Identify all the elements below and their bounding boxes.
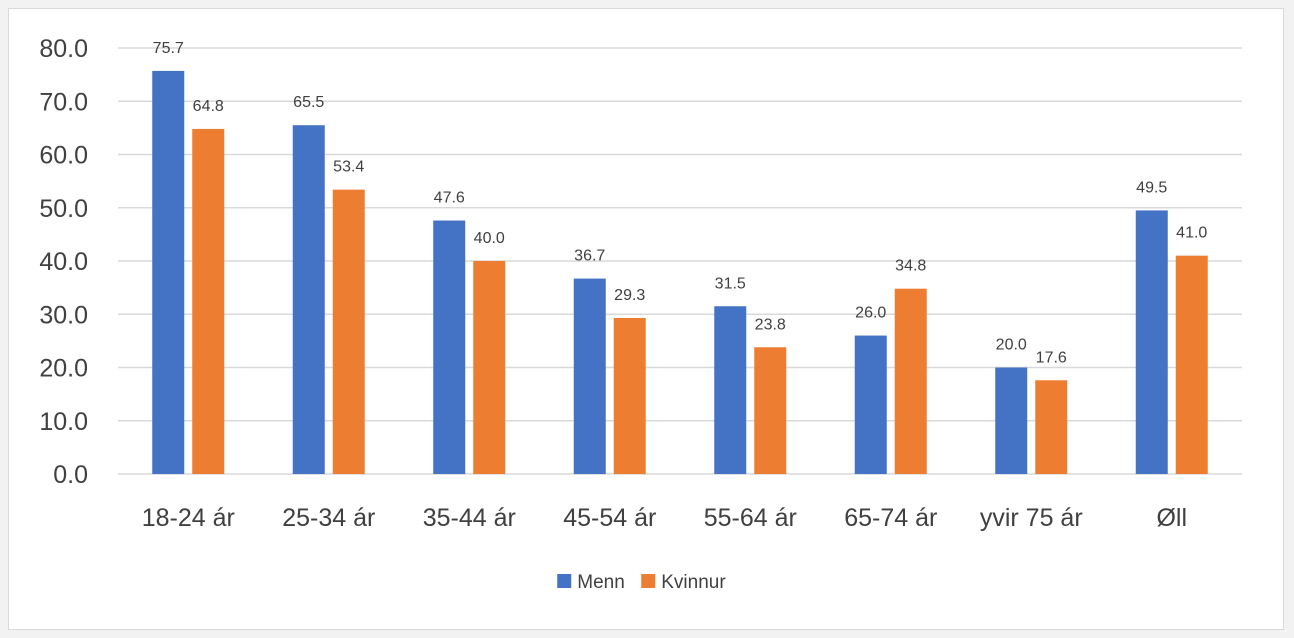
data-label: 64.8 xyxy=(193,98,224,115)
bar-menn xyxy=(573,278,606,474)
y-tick-label: 80.0 xyxy=(39,35,88,63)
bar-kvinnur xyxy=(754,347,787,474)
data-label: 20.0 xyxy=(996,337,1027,354)
y-tick-label: 60.0 xyxy=(39,142,88,170)
category-label: 18-24 ár xyxy=(142,504,235,532)
data-label: 36.7 xyxy=(574,248,605,265)
category-label: 25-34 ár xyxy=(282,504,375,532)
y-tick-label: 20.0 xyxy=(39,355,88,383)
data-label: 23.8 xyxy=(755,316,786,333)
y-axis-tick-labels: 0.0 10.0 20.0 30.0 40.0 50.0 60.0 70.0 80.0 xyxy=(39,35,88,489)
bars xyxy=(152,70,1208,475)
bar-kvinnur xyxy=(332,189,365,474)
legend-swatch-kvinnur xyxy=(641,574,656,588)
data-label: 17.6 xyxy=(1036,349,1067,366)
category-label: yvir 75 ár xyxy=(980,504,1083,532)
bar-kvinnur xyxy=(473,261,506,474)
bar-menn xyxy=(152,70,185,475)
bar-kvinnur xyxy=(1035,380,1068,474)
data-label: 65.5 xyxy=(293,94,324,111)
gridlines xyxy=(118,47,1242,475)
data-label: 41.0 xyxy=(1176,225,1207,242)
data-label: 26.0 xyxy=(855,305,886,322)
x-axis-category-labels: 18-24 ár 25-34 ár 35-44 ár 45-54 ár 55-64 ár… xyxy=(142,504,1187,532)
bar-menn xyxy=(714,306,747,474)
data-label: 40.0 xyxy=(474,230,505,247)
category-label: 35-44 ár xyxy=(423,504,516,532)
bar-menn xyxy=(292,125,325,475)
category-label: Øll xyxy=(1156,504,1187,532)
y-tick-label: 40.0 xyxy=(39,248,88,276)
data-label: 47.6 xyxy=(434,190,465,207)
y-tick-label: 10.0 xyxy=(39,408,88,436)
bar-kvinnur xyxy=(894,288,927,474)
legend-label-menn: Menn xyxy=(577,572,625,593)
data-labels: 75.7 64.8 65.5 53.4 47.6 40.0 36.7 29.3 31.5 23.8… xyxy=(153,40,1208,366)
data-label: 75.7 xyxy=(153,40,184,57)
data-label: 49.5 xyxy=(1136,179,1167,196)
data-label: 29.3 xyxy=(614,287,645,304)
category-label: 45-54 ár xyxy=(563,504,656,532)
y-tick-label: 70.0 xyxy=(39,88,88,116)
legend-label-kvinnur: Kvinnur xyxy=(661,572,726,593)
y-tick-label: 30.0 xyxy=(39,301,88,329)
bar-menn xyxy=(854,335,887,474)
bar-menn xyxy=(433,220,466,474)
y-tick-label: 50.0 xyxy=(39,195,88,223)
category-label: 65-74 ár xyxy=(844,504,937,532)
bar-menn xyxy=(995,367,1028,474)
bar-kvinnur xyxy=(613,317,646,474)
bar-kvinnur xyxy=(192,128,225,474)
y-tick-label: 0.0 xyxy=(53,461,88,489)
data-label: 53.4 xyxy=(333,159,364,176)
data-label: 31.5 xyxy=(715,275,746,292)
data-label: 34.8 xyxy=(895,258,926,275)
legend: Menn Kvinnur xyxy=(557,572,726,593)
legend-swatch-menn xyxy=(557,574,572,588)
bar-menn xyxy=(1135,210,1168,474)
category-label: 55-64 ár xyxy=(704,504,797,532)
bar-kvinnur xyxy=(1175,255,1208,474)
